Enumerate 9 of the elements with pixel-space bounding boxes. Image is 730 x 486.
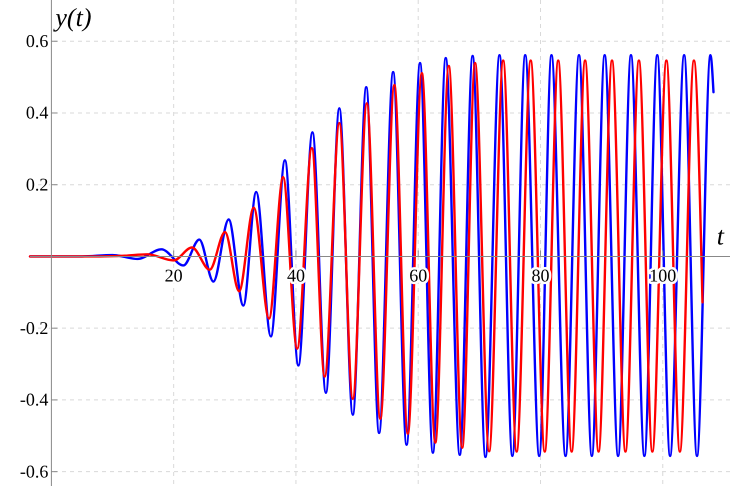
y-axis-title: y(t) [52, 3, 92, 32]
y-tick-label: 0.6 [26, 31, 48, 52]
x-tick-label: 20 [164, 266, 183, 286]
y-tick-label: 0.2 [26, 174, 48, 194]
y-tick-label: -0.2 [20, 318, 48, 338]
y-tick-label: 0.4 [26, 102, 48, 123]
y-tick-label: -0.6 [20, 461, 48, 482]
x-axis-title: t [716, 221, 725, 250]
y-tick-label: -0.4 [20, 390, 48, 410]
